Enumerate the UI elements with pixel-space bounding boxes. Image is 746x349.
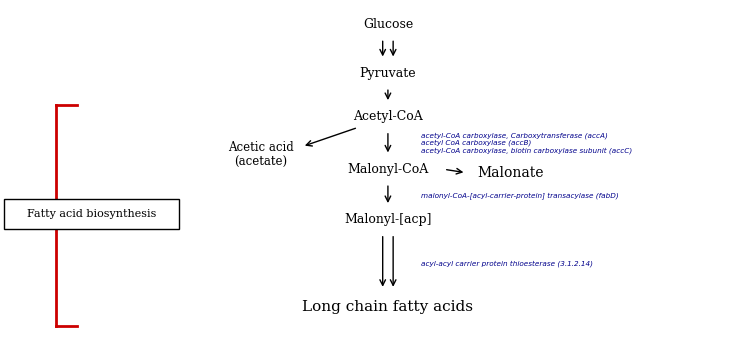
Text: Malonate: Malonate [477, 166, 545, 180]
Text: Malonyl-[acp]: Malonyl-[acp] [344, 213, 432, 227]
FancyBboxPatch shape [4, 199, 179, 229]
Text: Acetyl-CoA: Acetyl-CoA [353, 110, 423, 124]
Text: Glucose: Glucose [363, 18, 413, 31]
Text: Pyruvate: Pyruvate [360, 67, 416, 80]
Text: malonyl-CoA-[acyl-carrier-protein] transacylase (fabD): malonyl-CoA-[acyl-carrier-protein] trans… [421, 192, 619, 199]
Text: Malonyl-CoA: Malonyl-CoA [348, 163, 428, 176]
Text: Acetic acid
(acetate): Acetic acid (acetate) [228, 141, 294, 169]
Text: acyl-acyl carrier protein thioesterase (3.1.2.14): acyl-acyl carrier protein thioesterase (… [421, 260, 594, 267]
Text: acetyl-CoA carboxylase, Carboxytransferase (accA)
acetyl CoA carboxylase (accB)
: acetyl-CoA carboxylase, Carboxytransfera… [421, 132, 633, 154]
Text: Long chain fatty acids: Long chain fatty acids [302, 300, 474, 314]
Text: Fatty acid biosynthesis: Fatty acid biosynthesis [27, 209, 156, 219]
